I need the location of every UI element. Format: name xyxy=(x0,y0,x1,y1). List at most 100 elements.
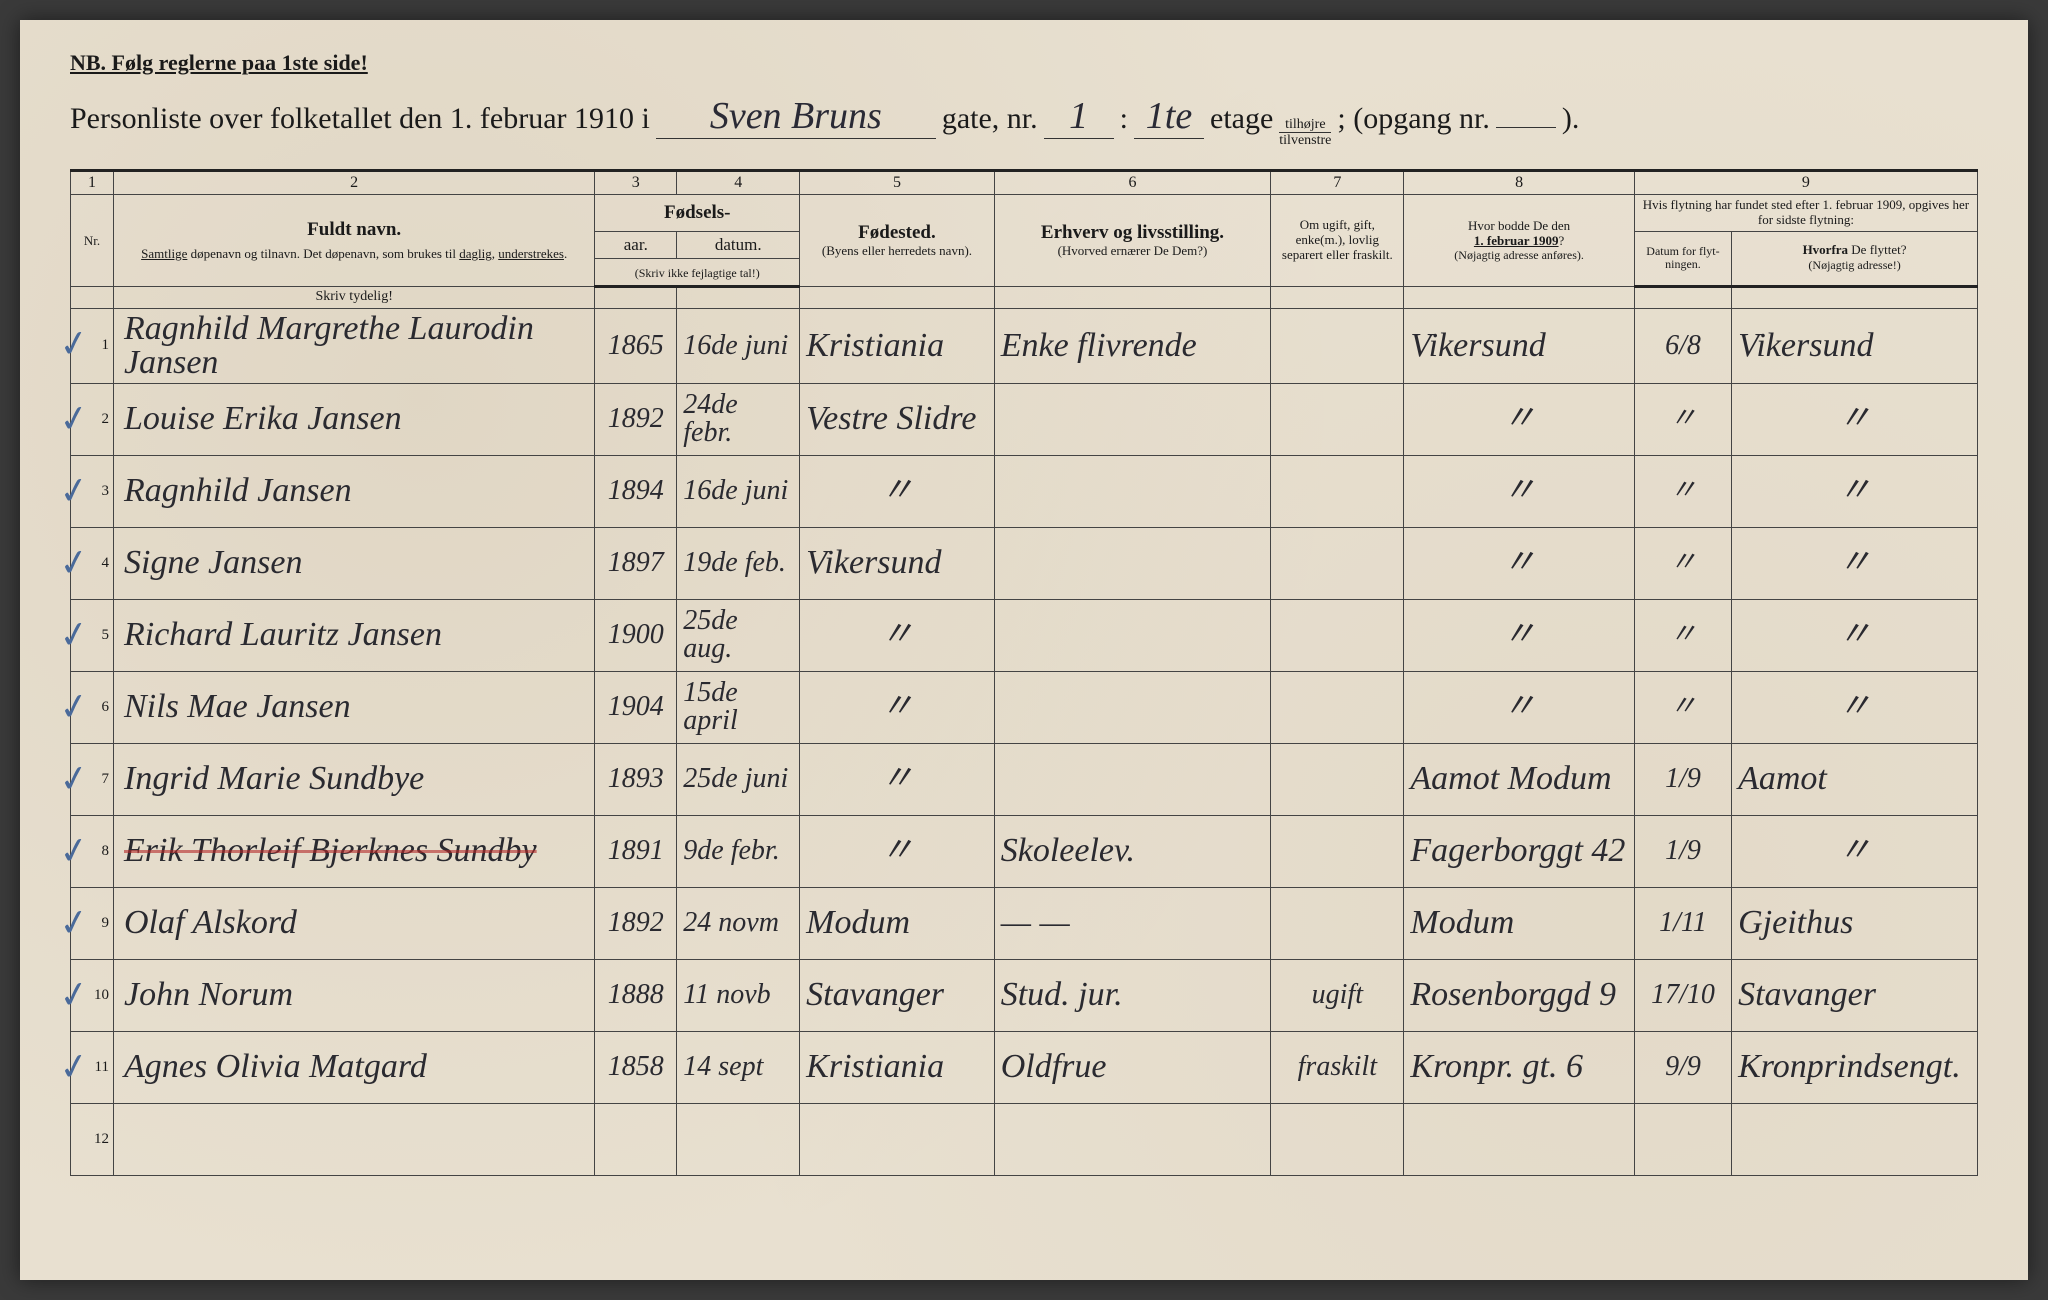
table-row: ✓5Richard Lauritz Jansen190025de aug.〃〃〃… xyxy=(71,599,1978,671)
cell-date: 9de febr. xyxy=(677,815,800,887)
cell-occupation xyxy=(994,599,1271,671)
cell-date: 16de juni xyxy=(677,308,800,383)
cell-addr1909: Modum xyxy=(1404,887,1634,959)
cell-year: 1892 xyxy=(595,383,677,455)
cell-birthplace: Vikersund xyxy=(800,527,995,599)
cell-flyfrom: Kronprindsengt. xyxy=(1732,1031,1978,1103)
cell-nr: ✓6 xyxy=(71,671,114,743)
check-mark: ✓ xyxy=(56,827,93,874)
cell-addr1909: Kronpr. gt. 6 xyxy=(1404,1031,1634,1103)
title-prefix: Personliste over folketallet den 1. febr… xyxy=(70,102,650,136)
check-mark: ✓ xyxy=(56,467,93,514)
cell-flydate: 〃 xyxy=(1634,599,1731,671)
hdr-fodested: Fødested. (Byens eller herre­dets navn). xyxy=(800,194,995,286)
cell-nr: ✓11 xyxy=(71,1031,114,1103)
colnum-1: 1 xyxy=(71,170,114,194)
table-row: ✓4Signe Jansen189719de feb.Vikersund〃〃〃 xyxy=(71,527,1978,599)
cell-status xyxy=(1271,527,1404,599)
cell-status xyxy=(1271,308,1404,383)
cell-occupation: — — xyxy=(994,887,1271,959)
cell-flydate xyxy=(1634,1103,1731,1175)
check-mark: ✓ xyxy=(56,320,93,367)
check-mark: ✓ xyxy=(56,395,93,442)
cell-addr1909: 〃 xyxy=(1404,599,1634,671)
colnum-4: 4 xyxy=(677,170,800,194)
cell-flydate: 9/9 xyxy=(1634,1031,1731,1103)
skriv-tydelig-row: Skriv tydelig! xyxy=(71,286,1978,308)
cell-occupation xyxy=(994,527,1271,599)
cell-flydate: 〃 xyxy=(1634,671,1731,743)
check-mark: ✓ xyxy=(56,539,93,586)
cell-year xyxy=(595,1103,677,1175)
cell-flyfrom: 〃 xyxy=(1732,383,1978,455)
cell-birthplace: Vestre Slidre xyxy=(800,383,995,455)
cell-nr: ✓8 xyxy=(71,815,114,887)
cell-addr1909: 〃 xyxy=(1404,383,1634,455)
cell-addr1909: Vikersund xyxy=(1404,308,1634,383)
cell-flydate: 6/8 xyxy=(1634,308,1731,383)
cell-occupation: Oldfrue xyxy=(994,1031,1271,1103)
cell-flydate: 〃 xyxy=(1634,527,1731,599)
cell-occupation xyxy=(994,383,1271,455)
cell-occupation xyxy=(994,743,1271,815)
cell-status xyxy=(1271,1103,1404,1175)
cell-name: Ragnhild Jansen xyxy=(114,455,595,527)
house-number-hw: 1 xyxy=(1044,94,1114,139)
cell-birthplace: 〃 xyxy=(800,671,995,743)
cell-name: Nils Mae Jansen xyxy=(114,671,595,743)
hdr-fodsels: Fødsels- xyxy=(595,194,800,231)
cell-year: 1865 xyxy=(595,308,677,383)
cell-year: 1894 xyxy=(595,455,677,527)
hdr-nr: Nr. xyxy=(71,194,114,286)
cell-date: 19de feb. xyxy=(677,527,800,599)
cell-flyfrom: Gjeithus xyxy=(1732,887,1978,959)
floor-hw: 1te xyxy=(1134,94,1204,139)
table-row: ✓11Agnes Olivia Matgard185814 septKristi… xyxy=(71,1031,1978,1103)
nb-instruction: NB. Følg reglerne paa 1ste side! xyxy=(70,50,1978,76)
hdr-bodde: Hvor bodde De den1. februar 1909? (Nøjag… xyxy=(1404,194,1634,286)
cell-year: 1888 xyxy=(595,959,677,1031)
hdr-status: Om ugift, gift, enke(m.), lovlig separer… xyxy=(1271,194,1404,286)
table-row: ✓6Nils Mae Jansen190415de april〃〃〃〃 xyxy=(71,671,1978,743)
gate-label: gate, nr. xyxy=(942,102,1038,136)
cell-date xyxy=(677,1103,800,1175)
cell-birthplace: 〃 xyxy=(800,599,995,671)
cell-nr: ✓1 xyxy=(71,308,114,383)
colnum-7: 7 xyxy=(1271,170,1404,194)
cell-flydate: 〃 xyxy=(1634,383,1731,455)
cell-flyfrom: 〃 xyxy=(1732,815,1978,887)
cell-flydate: 1/11 xyxy=(1634,887,1731,959)
cell-birthplace: Kristiania xyxy=(800,1031,995,1103)
cell-date: 16de juni xyxy=(677,455,800,527)
cell-flydate: 17/10 xyxy=(1634,959,1731,1031)
cell-status: fraskilt xyxy=(1271,1031,1404,1103)
cell-birthplace: Modum xyxy=(800,887,995,959)
cell-birthplace: 〃 xyxy=(800,815,995,887)
cell-name: Louise Erika Jansen xyxy=(114,383,595,455)
census-rows: Skriv tydelig! ✓1Ragnhild Margrethe Laur… xyxy=(71,286,1978,1175)
cell-nr: ✓5 xyxy=(71,599,114,671)
table-row: ✓1Ragnhild Margrethe Laurodin Jansen1865… xyxy=(71,308,1978,383)
cell-status: ugift xyxy=(1271,959,1404,1031)
census-table: 1 2 3 4 5 6 7 8 9 Nr. Fuldt navn. Samtli… xyxy=(70,169,1978,1176)
cell-flyfrom: 〃 xyxy=(1732,599,1978,671)
cell-flyfrom: Vikersund xyxy=(1732,308,1978,383)
cell-flyfrom: 〃 xyxy=(1732,671,1978,743)
census-form-page: NB. Følg reglerne paa 1ste side! Personl… xyxy=(20,20,2028,1280)
cell-flydate: 〃 xyxy=(1634,455,1731,527)
cell-date: 15de april xyxy=(677,671,800,743)
cell-year: 1904 xyxy=(595,671,677,743)
hdr-erhverv: Erhverv og livsstilling. (Hvorved ernære… xyxy=(994,194,1271,286)
cell-name: Signe Jansen xyxy=(114,527,595,599)
table-row: 12 xyxy=(71,1103,1978,1175)
cell-nr: ✓3 xyxy=(71,455,114,527)
cell-name: Olaf Alskord xyxy=(114,887,595,959)
table-row: ✓3Ragnhild Jansen189416de juni〃〃〃〃 xyxy=(71,455,1978,527)
table-row: ✓10John Norum188811 novbStavangerStud. j… xyxy=(71,959,1978,1031)
cell-occupation: Stud. jur. xyxy=(994,959,1271,1031)
cell-addr1909: Fagerborggt 42 xyxy=(1404,815,1634,887)
cell-status xyxy=(1271,599,1404,671)
table-row: ✓7Ingrid Marie Sundbye189325de juni〃Aamo… xyxy=(71,743,1978,815)
cell-year: 1892 xyxy=(595,887,677,959)
cell-nr: ✓10 xyxy=(71,959,114,1031)
